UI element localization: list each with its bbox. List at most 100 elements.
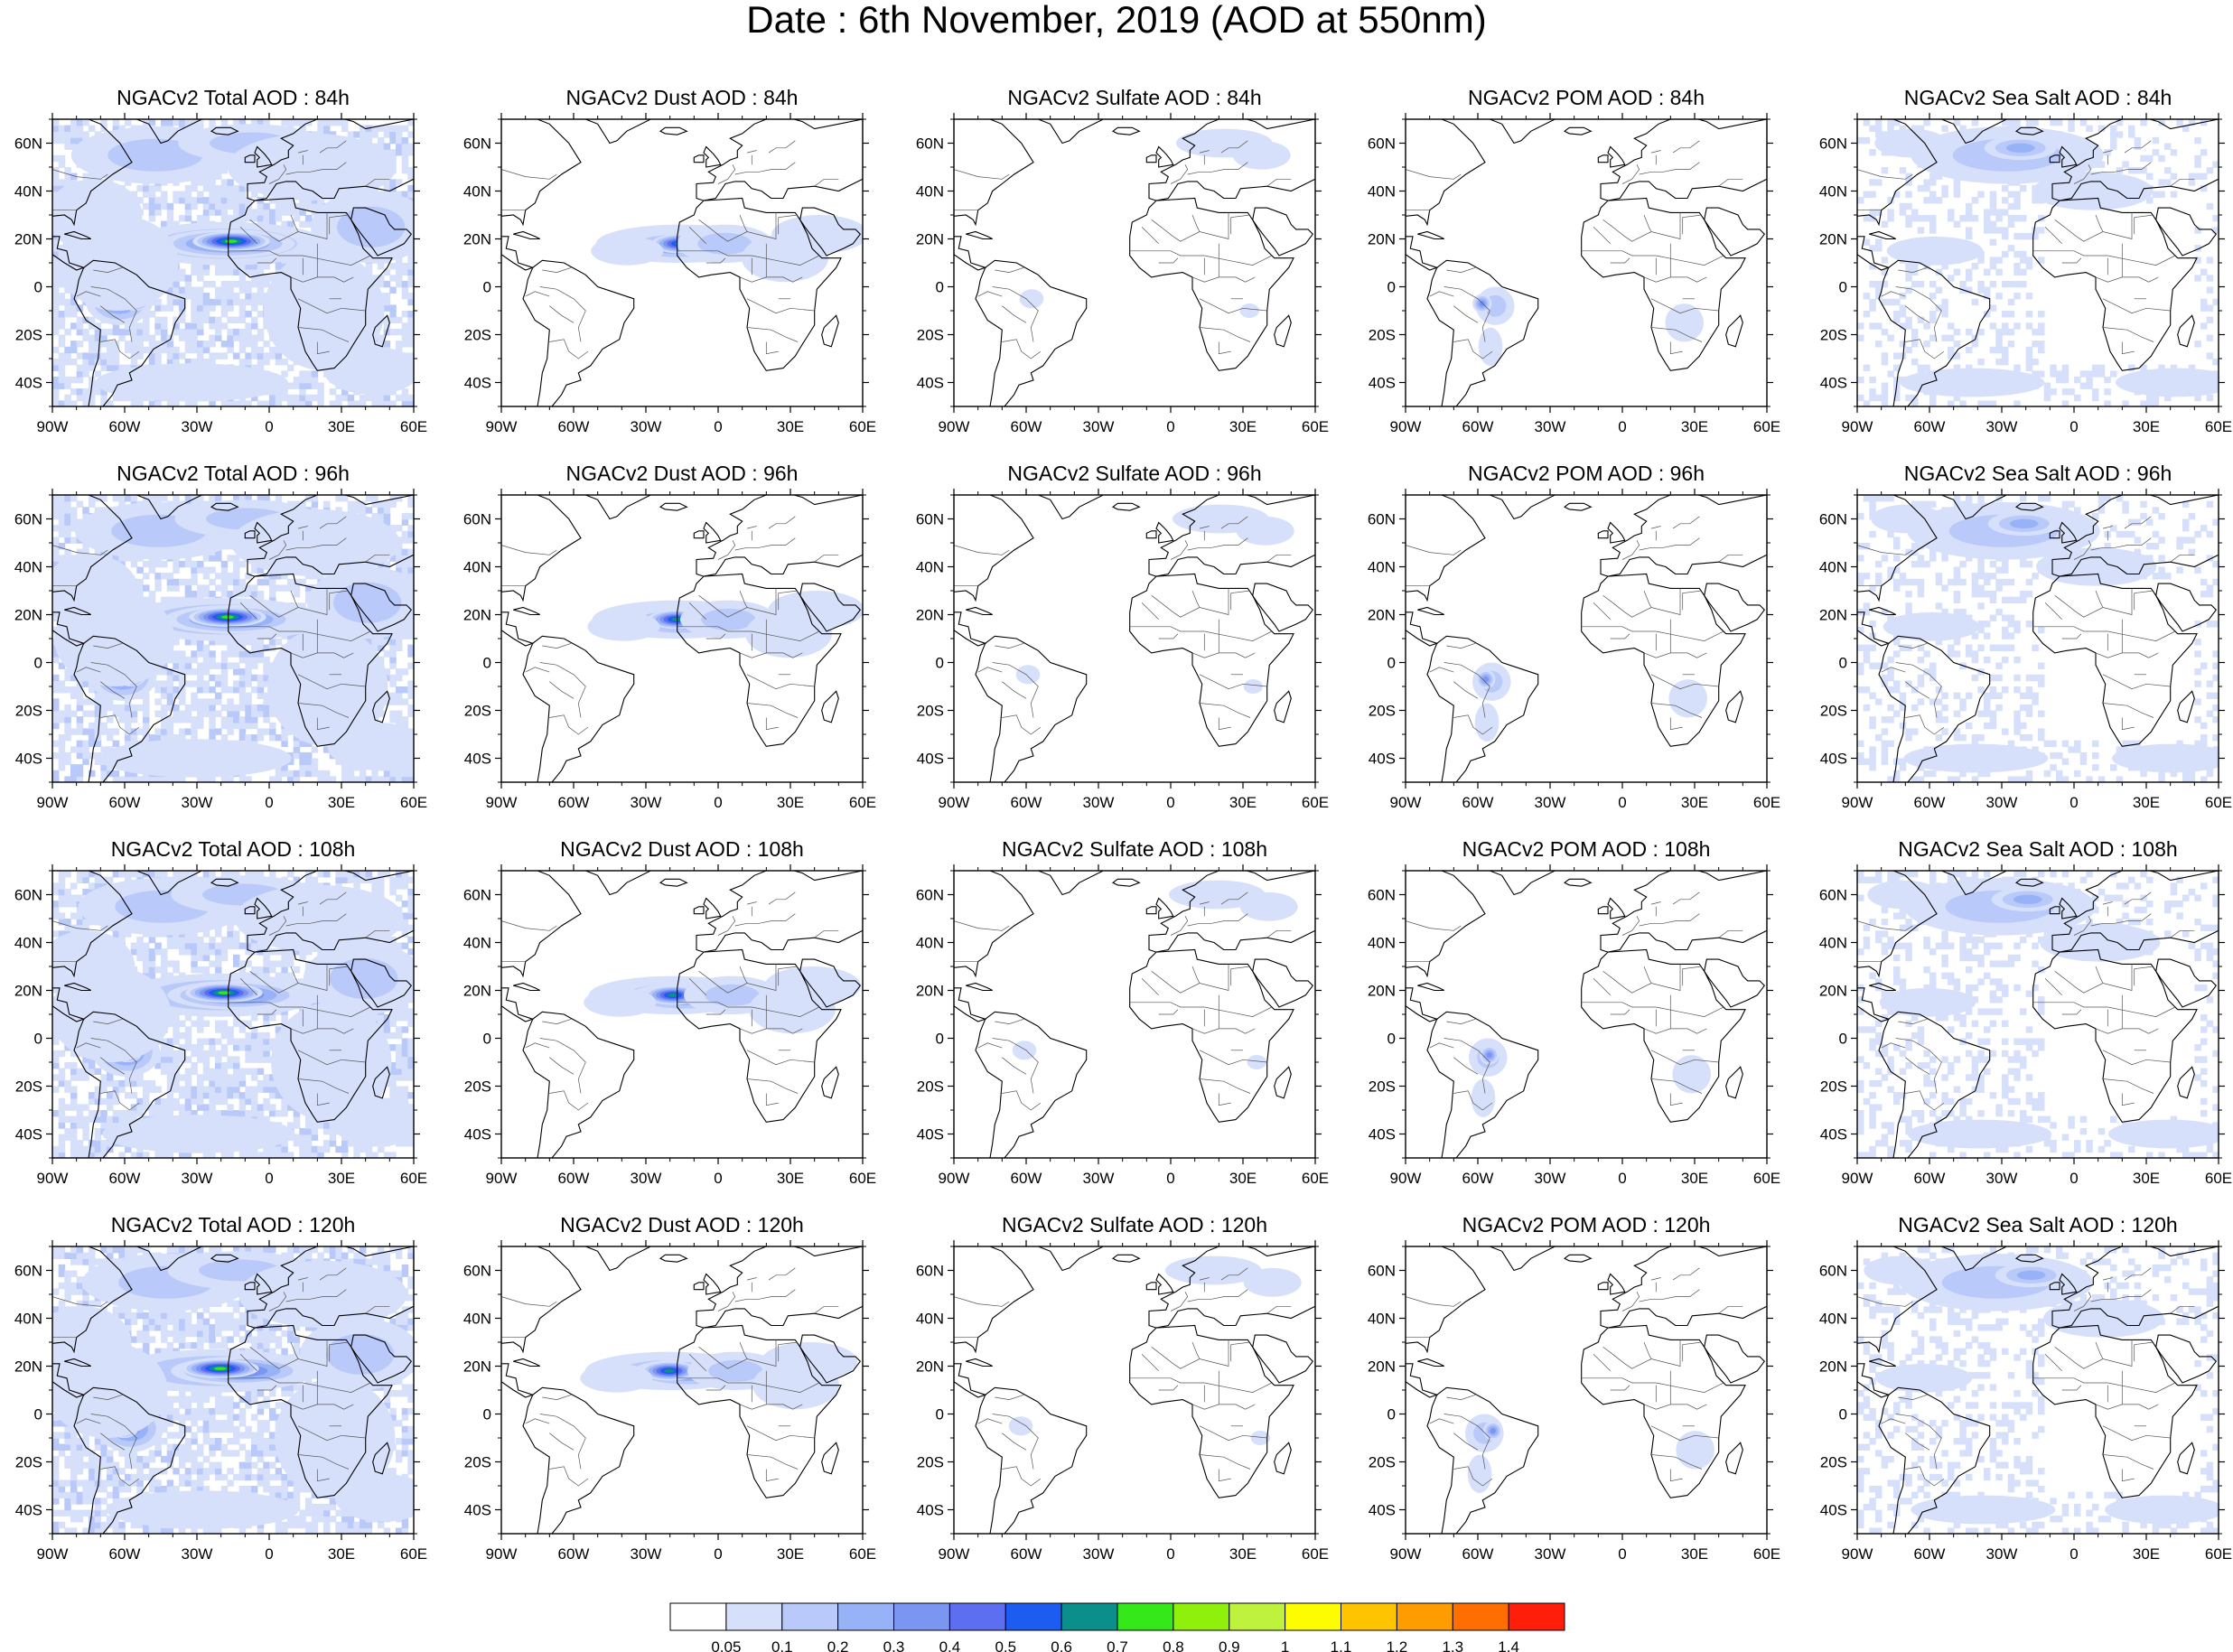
- aod-cell: [125, 394, 132, 402]
- aod-cell: [238, 316, 247, 323]
- aod-cell: [197, 179, 204, 186]
- aod-cell: [245, 209, 252, 216]
- aod-cell: [227, 184, 234, 192]
- aod-cell: [401, 293, 409, 300]
- aod-cell: [82, 359, 89, 366]
- aod-cell: [1995, 341, 2003, 348]
- coastline: [2032, 197, 2198, 371]
- aod-cell: [251, 734, 258, 742]
- aod-cell: [2140, 364, 2147, 371]
- aod-cell: [2061, 376, 2069, 384]
- aod-cell: [173, 776, 180, 782]
- aod-cell: [293, 584, 301, 592]
- coastline: [659, 126, 688, 135]
- country-border: [297, 150, 308, 154]
- aod-cell: [396, 632, 403, 639]
- country-border: [1905, 305, 1930, 323]
- aod-cell: [52, 495, 60, 502]
- aod-cell: [52, 154, 60, 163]
- aod-cell: [299, 602, 306, 610]
- aod-cell: [125, 728, 132, 735]
- aod-cell: [173, 352, 180, 359]
- aod-cell: [52, 500, 60, 508]
- aod-cell: [215, 573, 222, 580]
- aod-cell: [148, 400, 156, 406]
- aod-cell: [52, 179, 60, 186]
- coastline: [1857, 119, 1938, 227]
- aod-cell: [396, 770, 403, 778]
- aod-cell: [2013, 263, 2021, 270]
- aod-cell: [64, 173, 71, 180]
- aod-cell: [2188, 173, 2196, 180]
- aod-cell: [1948, 215, 1955, 222]
- aod-cell: [251, 639, 258, 646]
- coastline: [1869, 230, 1896, 240]
- aod-cell: [76, 740, 84, 747]
- aod-cell: [173, 686, 180, 694]
- aod-cell: [52, 257, 60, 264]
- aod-cell: [154, 710, 162, 717]
- aod-cell: [202, 566, 210, 574]
- aod-cell: [1929, 173, 1937, 180]
- aod-cell: [281, 202, 288, 210]
- aod-cell: [275, 734, 283, 742]
- aod-cell: [1881, 268, 1889, 275]
- aod-cell: [263, 209, 270, 216]
- lat-tick-label: 40N: [916, 183, 944, 201]
- aod-cell: [389, 286, 397, 294]
- aod-cell: [396, 125, 403, 132]
- aod-cell: [191, 698, 198, 705]
- aod-cell: [220, 400, 229, 406]
- aod-cell: [2194, 394, 2201, 402]
- aod-cell: [329, 119, 337, 126]
- coastline: [1111, 126, 1141, 135]
- aod-cell: [215, 202, 222, 210]
- aod-cell: [389, 131, 397, 138]
- aod-cell: [2146, 154, 2154, 163]
- aod-cell: [407, 298, 414, 306]
- aod-cell: [323, 500, 331, 508]
- aod-cell: [341, 764, 349, 771]
- aod-cell: [227, 722, 234, 730]
- aod-cell: [305, 770, 313, 778]
- aod-cell: [227, 304, 234, 312]
- aod-cell: [2200, 322, 2208, 330]
- aod-cell: [209, 656, 216, 664]
- aod-cell: [112, 704, 120, 712]
- aod-cell: [197, 674, 204, 682]
- aod-cell: [1863, 136, 1871, 145]
- aod-cell: [238, 346, 247, 354]
- aod-cell: [154, 584, 162, 592]
- aod-cell: [238, 328, 247, 336]
- aod-cell: [251, 650, 258, 658]
- aod-cell: [1941, 125, 1948, 132]
- aod-cell: [2146, 197, 2154, 204]
- aod-cell: [2038, 328, 2045, 336]
- aod-cell: [378, 500, 385, 508]
- aod-cell: [118, 716, 126, 723]
- aod-cell: [401, 334, 409, 341]
- aod-cell: [52, 388, 60, 396]
- aod-cell: [245, 722, 252, 730]
- aod-cell: [184, 280, 192, 288]
- coastline: [1417, 230, 1444, 240]
- aod-cell: [125, 698, 132, 705]
- aod-cell: [161, 734, 168, 742]
- aod-cell: [299, 770, 306, 778]
- country-border: [290, 276, 354, 283]
- aod-cell: [227, 573, 234, 580]
- country-border: [249, 212, 328, 242]
- aod-cell: [125, 710, 132, 717]
- aod-cell: [58, 322, 66, 330]
- aod-cell: [281, 197, 288, 204]
- country-border: [1199, 327, 1251, 342]
- aod-cell: [396, 639, 403, 646]
- aod-cell: [281, 359, 288, 366]
- aod-cell: [184, 555, 192, 562]
- country-border: [1905, 339, 1945, 359]
- aod-cell: [209, 184, 216, 192]
- aod-cell: [407, 119, 414, 126]
- aod-cell: [401, 394, 409, 402]
- aod-cell: [143, 334, 150, 341]
